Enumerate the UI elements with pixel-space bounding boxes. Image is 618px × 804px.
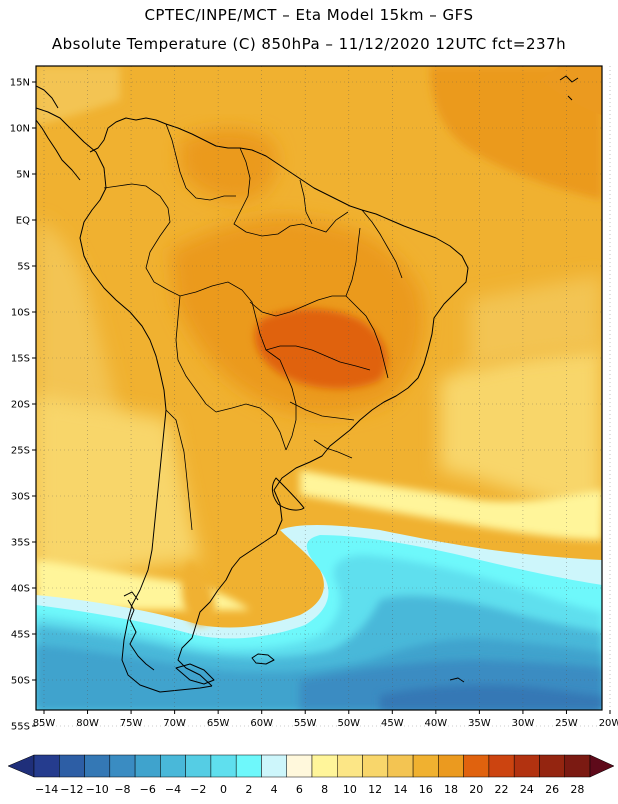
colorbar-tick-label: 6 — [296, 783, 303, 796]
country-borders — [103, 123, 403, 531]
colorbar-tick-label: 28 — [570, 783, 584, 796]
lon-label: 85W — [33, 718, 56, 729]
colorbar-swatch — [109, 754, 136, 778]
lat-label: 5S — [17, 262, 30, 273]
colorbar-swatch — [84, 754, 111, 778]
colorbar-tick-label: −6 — [140, 783, 156, 796]
lat-lon-grid — [36, 66, 611, 727]
lat-label: 5N — [16, 170, 30, 181]
colorbar-under-triangle — [7, 754, 35, 778]
lon-label: 40W — [425, 718, 448, 729]
lat-label: 25S — [11, 446, 30, 457]
colorbar-tick-label: 24 — [520, 783, 534, 796]
lon-label: 35W — [468, 718, 491, 729]
colorbar-swatch — [564, 754, 591, 778]
colorbar-tick-label: 26 — [545, 783, 559, 796]
lat-label: 15S — [11, 354, 30, 365]
colorbar-tick-label: −8 — [114, 783, 130, 796]
colorbar-swatch — [311, 754, 338, 778]
latitude-labels: 15N 10N 5N EQ 5S 10S 15S 20S 25S 30S 35S 40S 45S 50S 5… — [10, 78, 36, 733]
colorbar-tick-label: 18 — [444, 783, 458, 796]
lon-label: 75W — [120, 718, 143, 729]
lon-label: 45W — [381, 718, 404, 729]
colorbar-tick-label: −14 — [35, 783, 58, 796]
colorbar-tick-label: 2 — [245, 783, 252, 796]
colorbar-swatch — [539, 754, 565, 778]
colorbar-tick-label: −4 — [165, 783, 181, 796]
colorbar-tick-label: 16 — [419, 783, 433, 796]
lat-label: EQ — [16, 216, 30, 227]
colorbar-tick-label: 0 — [220, 783, 227, 796]
colorbar-swatch — [185, 754, 212, 778]
colorbar-tick-label: 4 — [271, 783, 278, 796]
colorbar-tick-label: 14 — [393, 783, 407, 796]
lat-label: 10S — [11, 308, 30, 319]
lat-label: 15N — [10, 78, 30, 89]
lat-label: 10N — [10, 124, 30, 135]
colorbar — [7, 754, 615, 778]
colorbar-swatch — [59, 754, 85, 778]
colorbar-tick-label: 8 — [321, 783, 328, 796]
lon-label: 20W — [599, 718, 618, 729]
colorbar-swatch — [235, 754, 262, 778]
lon-label: 30W — [512, 718, 535, 729]
colorbar-swatch — [134, 754, 161, 778]
colorbar-tick-label: −12 — [60, 783, 83, 796]
lon-label: 80W — [76, 718, 99, 729]
colorbar-swatch — [286, 754, 313, 778]
lon-label: 55W — [294, 718, 317, 729]
colorbar-tick-label: 20 — [469, 783, 483, 796]
colorbar-swatch — [513, 754, 540, 778]
colorbar-swatch — [488, 754, 515, 778]
colorbar-tick-label: 22 — [495, 783, 509, 796]
lat-label: 55S — [11, 722, 30, 733]
colorbar-swatch — [387, 754, 414, 778]
lat-label: 35S — [11, 538, 30, 549]
colorbar-swatch — [33, 754, 60, 778]
colorbar-over-triangle — [589, 754, 615, 778]
colorbar-swatch — [160, 754, 186, 778]
lat-label: 50S — [11, 676, 30, 687]
title-line-1: CPTEC/INPE/MCT – Eta Model 15km – GFS — [144, 6, 474, 24]
colorbar-swatch — [438, 754, 464, 778]
colorbar-swatch — [362, 754, 389, 778]
lat-label: 30S — [11, 492, 30, 503]
coastlines — [36, 75, 579, 693]
colorbar-swatch — [210, 754, 237, 778]
colorbar-tick-label: −10 — [86, 783, 109, 796]
colorbar-swatch — [261, 754, 287, 778]
colorbar-tick-label: 12 — [368, 783, 382, 796]
temperature-field — [36, 66, 602, 710]
colorbar-tick-label: 10 — [343, 783, 357, 796]
colorbar-swatch — [463, 754, 490, 778]
longitude-labels: 85W 80W 75W 70W 65W 60W 55W 50W 45W 40W 35W 30W 25W 2… — [33, 710, 618, 729]
plot-frame — [35, 65, 603, 711]
colorbar-swatch — [337, 754, 363, 778]
lon-label: 65W — [207, 718, 230, 729]
lon-label: 25W — [555, 718, 578, 729]
colorbar-swatch — [412, 754, 439, 778]
lat-label: 45S — [11, 630, 30, 641]
lon-label: 60W — [250, 718, 273, 729]
lon-label: 50W — [337, 718, 360, 729]
title-line-2: Absolute Temperature (C) 850hPa – 11/12/… — [51, 35, 567, 53]
colorbar-tick-labels: −14 −12 −10 −8 −6 −4 −2 0 2 4 6 8 10 12 14 16 18 20 22 24 26… — [35, 783, 584, 796]
lat-label: 40S — [11, 584, 30, 595]
lat-label: 20S — [11, 400, 30, 411]
colorbar-tick-label: −2 — [190, 783, 206, 796]
lon-label: 70W — [163, 718, 186, 729]
